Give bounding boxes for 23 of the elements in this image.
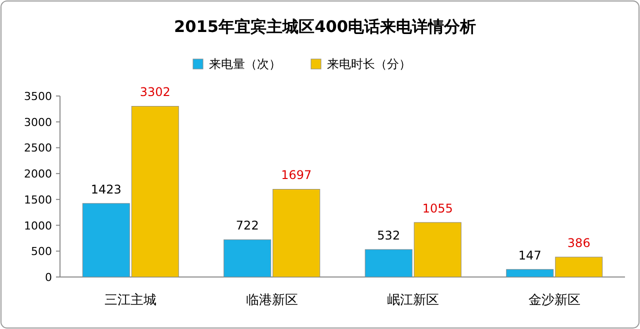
y-tick-label: 1000 [24,219,52,232]
y-tick-label: 3500 [24,90,52,103]
data-label: 1697 [281,168,312,182]
data-label: 386 [567,236,590,250]
data-label: 532 [377,228,400,242]
data-label: 3302 [140,85,170,100]
y-tick-label: 3000 [24,116,52,129]
y-tick-label: 0 [45,271,52,284]
y-tick-label: 2500 [24,142,52,155]
y-tick-label: 1500 [24,193,52,206]
legend-label: 来电时长（分） [327,57,411,71]
x-tick-label: 岷江新区 [387,293,440,308]
y-tick-label: 500 [31,245,52,258]
data-label: 1055 [422,201,453,216]
data-label: 722 [236,218,259,233]
legend-label: 来电量（次） [209,57,281,71]
y-tick-label: 2000 [24,168,52,181]
x-tick-label: 金沙新区 [528,293,580,308]
chart-title: 2015年宜宾主城区400电话来电详情分析 [174,17,476,36]
data-label: 147 [518,248,542,262]
data-label: 1423 [90,182,122,196]
x-tick-label: 临港新区 [246,293,298,308]
x-tick-label: 三江主城 [104,292,157,308]
